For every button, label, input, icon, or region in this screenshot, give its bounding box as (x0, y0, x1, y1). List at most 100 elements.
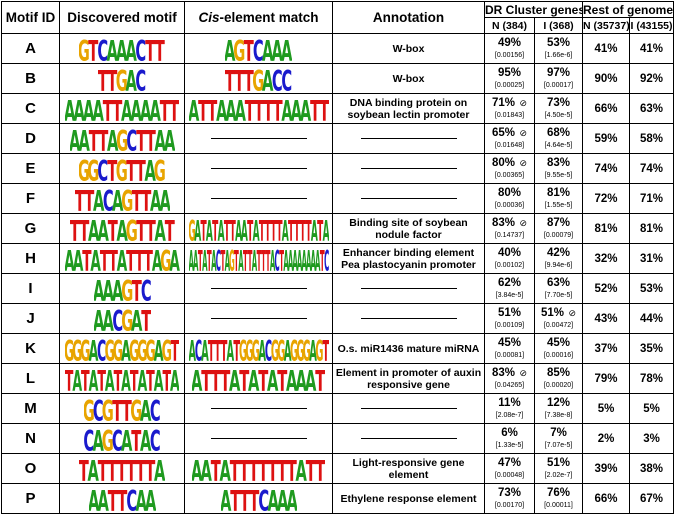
logo-letter: T (98, 126, 108, 152)
table-row: O T A T T T T T T A A A T A T T T T T T T A T T Light-responsive… (1, 453, 674, 484)
rest-i-cell: 74% (628, 153, 674, 184)
logo-letter: A (283, 336, 291, 362)
logo-letter: A (116, 246, 127, 272)
dr-percent: 95% (497, 66, 522, 79)
table-row: EGGCTGTTAG80% ⊘[0.00365]83%[9.55e-5]74%7… (1, 153, 674, 184)
dr-percent: 83% (546, 156, 571, 169)
logo-letter: T (136, 216, 146, 242)
logo-letter: A (189, 336, 196, 362)
logo-letter: A (102, 276, 114, 302)
logo-letter: T (99, 246, 108, 272)
motif-id: A (1, 33, 60, 64)
logo-letter: G (239, 336, 247, 362)
logo-letter: A (251, 246, 256, 272)
logo-letter: A (126, 36, 138, 62)
table-row: F T T A C A G T T A A 80% [0.00036] 81% [1.55e-5] 72% 71… (1, 183, 674, 214)
dr-percent: 45% (497, 336, 522, 349)
table-row: N C A G C A T A C 6% [1.33e-5] 7% [7.07e-5] 2% 3% (1, 423, 674, 454)
logo-letter: G (84, 396, 95, 422)
logo-letter: T (155, 36, 165, 62)
logo-letter: A (290, 96, 302, 122)
logo-letter: T (88, 36, 98, 62)
dash-line (360, 287, 457, 289)
logo-letter: T (223, 216, 229, 242)
logo-letter: A (78, 126, 90, 152)
logo-letter: A (116, 216, 128, 242)
logo-letter: A (262, 66, 274, 92)
logo-letter: A (94, 306, 105, 332)
logo-letter: T (79, 456, 89, 482)
logo-letter: T (160, 96, 170, 122)
motif-id: F (1, 183, 60, 214)
dr-percent: 49% (497, 36, 522, 49)
motif-id: B (1, 63, 60, 94)
dash-line (210, 137, 307, 139)
logo-letter: T (277, 366, 287, 392)
dr-i-cell: 12% [7.38e-8] (534, 393, 583, 424)
logo-letter: T (249, 486, 259, 512)
logo-letter: T (84, 186, 94, 212)
logo-letter: A (116, 36, 128, 62)
logo-letter: A (72, 366, 82, 392)
logo-letter: A (151, 246, 162, 272)
logo-letter: T (220, 336, 227, 362)
annotation (332, 393, 485, 424)
dr-n-cell: 71% ⊘ [0.01843] (484, 93, 535, 124)
logo-letter: T (169, 96, 179, 122)
rest-n-cell: 74% (582, 153, 630, 184)
logo-letter: T (254, 96, 264, 122)
dr-percent: 51% (546, 456, 571, 469)
logo-letter: T (239, 366, 249, 392)
logo-letter: A (169, 246, 180, 272)
dr-percent: 42% (546, 246, 571, 259)
logo-letter: G (137, 336, 147, 362)
discovered-motif-logo: GCGTTGAC (84, 396, 160, 422)
dr-i-cell: 87% [0.00079] (534, 213, 583, 244)
logo-letter: A (220, 456, 232, 482)
logo-letter: A (300, 96, 312, 122)
logo-letter: A (121, 366, 131, 392)
rest-n-cell: 59% (582, 123, 630, 154)
dr-i-cell: 51% [2.02e-7] (534, 453, 583, 484)
logo-letter: A (322, 216, 328, 242)
logo-letter: T (70, 216, 80, 242)
logo-letter: T (201, 366, 211, 392)
logo-letter: G (245, 336, 253, 362)
logo-letter: G (113, 336, 123, 362)
logo-letter: T (200, 216, 206, 242)
p-value: [0.01648] (494, 141, 525, 149)
logo-letter: T (65, 366, 73, 392)
logo-letter: T (306, 456, 316, 482)
logo-letter: A (310, 216, 317, 242)
logo-letter: T (212, 216, 218, 242)
p-value: [0.00156] (494, 51, 525, 59)
logo-letter: A (193, 246, 198, 272)
logo-letter: A (314, 246, 319, 272)
logo-letter: T (317, 216, 323, 242)
logo-letter: T (145, 216, 155, 242)
logo-letter: T (207, 96, 217, 122)
logo-letter: A (262, 36, 274, 62)
logo-letter: T (230, 456, 240, 482)
logo-letter: A (74, 96, 86, 122)
dr-percent: 6% (501, 426, 518, 439)
dr-n-cell: 47% [0.00048] (484, 453, 535, 484)
p-value: [0.00170] (494, 501, 525, 509)
header-dr-i: I (368) (534, 17, 583, 34)
discovered-motif-cell: GGCTGTTAG (59, 153, 185, 184)
rest-i-cell: 63% (628, 93, 674, 124)
logo-letter: A (192, 366, 203, 392)
annotation (332, 303, 485, 334)
logo-letter: A (224, 246, 229, 272)
dr-i-cell: 68% [4.64e-5] (534, 123, 583, 154)
logo-letter: A (154, 366, 164, 392)
logo-letter: T (288, 216, 294, 242)
logo-letter: T (97, 366, 106, 392)
